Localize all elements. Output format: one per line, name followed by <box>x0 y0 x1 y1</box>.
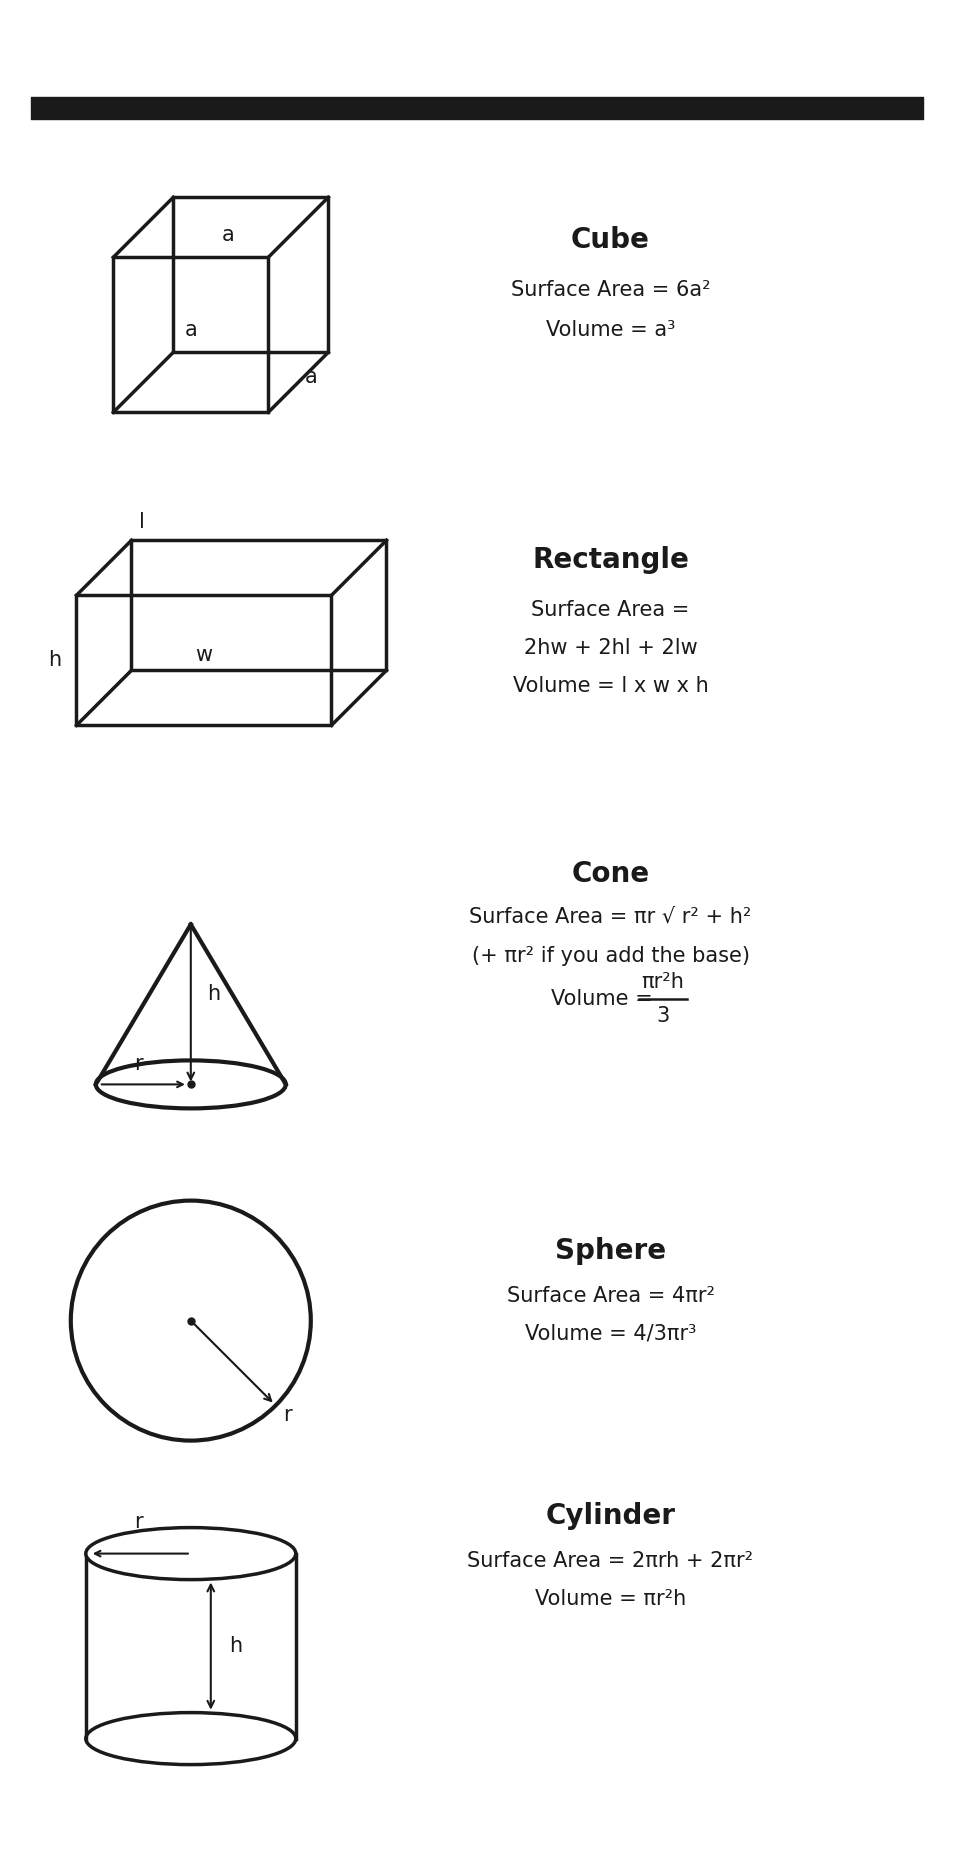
Text: 2hw + 2hl + 2lw: 2hw + 2hl + 2lw <box>523 638 697 658</box>
Text: Cube: Cube <box>571 225 649 253</box>
Text: h: h <box>229 1637 242 1655</box>
Text: 3: 3 <box>656 1006 668 1027</box>
Text: Surface Area =: Surface Area = <box>531 601 689 619</box>
Text: h: h <box>48 651 61 670</box>
Text: l: l <box>138 512 144 532</box>
Text: Volume =: Volume = <box>550 990 659 1010</box>
Text: r: r <box>282 1404 291 1425</box>
Text: Cone: Cone <box>571 861 649 889</box>
Text: Surface Area = 2πrh + 2πr²: Surface Area = 2πrh + 2πr² <box>467 1551 753 1572</box>
Text: Cylinder: Cylinder <box>545 1503 675 1531</box>
Ellipse shape <box>86 1527 295 1579</box>
Text: a: a <box>184 320 197 340</box>
Text: Rectangle: Rectangle <box>532 547 688 575</box>
Text: r: r <box>133 1055 142 1075</box>
Text: (+ πr² if you add the base): (+ πr² if you add the base) <box>471 947 749 967</box>
Text: Volume = πr²h: Volume = πr²h <box>535 1588 685 1609</box>
Text: h: h <box>207 984 220 1004</box>
Text: Volume = 4/3πr³: Volume = 4/3πr³ <box>524 1324 696 1343</box>
Text: Volume = l x w x h: Volume = l x w x h <box>512 677 708 696</box>
Text: a: a <box>304 366 316 387</box>
Text: Surface Area = 4πr²: Surface Area = 4πr² <box>506 1285 714 1306</box>
Text: a: a <box>221 225 233 246</box>
Text: Sphere: Sphere <box>555 1237 665 1265</box>
Text: r: r <box>133 1512 142 1531</box>
Text: Volume = a³: Volume = a³ <box>545 320 675 340</box>
Text: w: w <box>195 645 213 666</box>
Text: Surface Area = 6a²: Surface Area = 6a² <box>510 279 710 299</box>
Text: πr²h: πr²h <box>640 973 683 993</box>
Text: Surface Area = πr √ r² + h²: Surface Area = πr √ r² + h² <box>469 906 751 926</box>
